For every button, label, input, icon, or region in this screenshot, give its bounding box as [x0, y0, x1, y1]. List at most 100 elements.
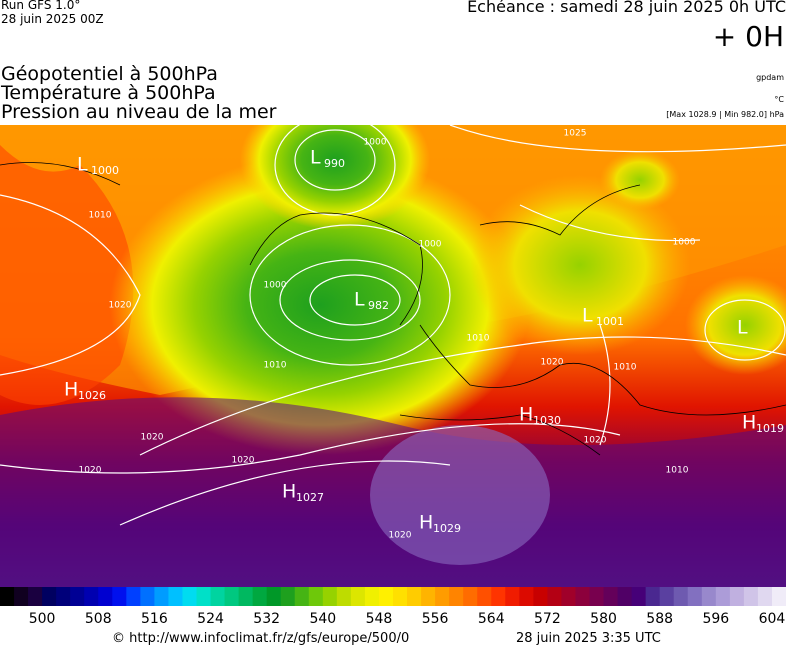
legend-swatch [266, 587, 282, 606]
legend-swatch [407, 587, 422, 606]
legend-tick-label: 572 [534, 611, 561, 627]
issued: 28 juin 2025 3:35 UTC [516, 631, 661, 646]
center-value: 982 [368, 299, 389, 312]
legend-tick-label: 540 [309, 611, 336, 627]
field [600, 150, 680, 210]
layer: Géopotentiel à 500hPa [1, 63, 218, 85]
center-value: 1019 [756, 422, 784, 435]
legend-swatch [84, 587, 99, 606]
legend-swatch [336, 587, 352, 606]
legend-swatch [715, 587, 731, 606]
legend-swatch [449, 587, 464, 606]
center-type: L [310, 147, 321, 169]
legend-swatch [210, 587, 226, 606]
legend-swatch [757, 587, 773, 606]
field [240, 125, 430, 230]
legend-swatch [140, 587, 155, 606]
center-value: 1000 [91, 164, 119, 177]
legend-swatch [364, 587, 380, 606]
legend-swatch [589, 587, 605, 606]
center-value: 1026 [78, 389, 106, 402]
legend-swatch [196, 587, 212, 606]
center-type: H [419, 512, 433, 534]
legend-swatch [743, 587, 759, 606]
legend-swatch [659, 587, 675, 606]
legend-swatch [729, 587, 745, 606]
isobar-label: 1020 [389, 531, 412, 541]
legend-swatch [505, 587, 520, 606]
legend-tick-label: 588 [646, 611, 673, 627]
center-value: 1029 [433, 522, 461, 535]
isobar-label: 1000 [673, 238, 696, 248]
field [470, 175, 690, 355]
legend-swatch [673, 587, 689, 606]
legend-swatch [435, 587, 450, 606]
isobar-label: 1010 [614, 363, 637, 373]
isobar-label: 1010 [264, 361, 287, 371]
center-value: 990 [324, 157, 345, 170]
isobar-label: 1020 [109, 301, 132, 311]
source: © http://www.infoclimat.fr/z/gfs/europe/… [112, 631, 410, 646]
run: Run GFS 1.0° [1, 0, 81, 12]
legend-swatch [421, 587, 436, 606]
isobar-label: 1000 [419, 240, 442, 250]
legend-swatch [42, 587, 57, 606]
legend-swatch [0, 587, 15, 606]
legend-swatch [294, 587, 310, 606]
legend-swatch [519, 587, 534, 606]
legend-swatch [547, 587, 562, 606]
legend-swatch [112, 587, 127, 606]
unit: [Max 1028.9 | Min 982.0] hPa [666, 110, 784, 119]
center-type: H [519, 404, 533, 426]
legend: 500 508 516 524 532 540 548 556 564 572 580 588 596 6… [0, 587, 786, 627]
legend-swatch [182, 587, 197, 606]
isobar-label: 1020 [79, 466, 102, 476]
center-type: L [582, 305, 593, 327]
legend-swatch [238, 587, 254, 606]
legend-swatch [14, 587, 29, 606]
center-type: L [737, 317, 748, 339]
isobar-label: 1020 [541, 358, 564, 368]
isobar-label: 1010 [467, 334, 490, 344]
legend-swatch [561, 587, 576, 606]
isobar-label: 1010 [666, 466, 689, 476]
legend-swatch [463, 587, 478, 606]
legend-tick-label: 532 [253, 611, 280, 627]
legend-swatch [98, 587, 113, 606]
legend-swatch [477, 587, 492, 606]
legend-tick-label: 604 [759, 611, 786, 627]
layer: Température à 500hPa [1, 82, 216, 104]
unit: °C [774, 95, 784, 104]
center-value: 1001 [596, 315, 624, 328]
legend-swatch [252, 587, 268, 606]
legend-swatch [631, 587, 647, 606]
center-type: L [77, 154, 88, 176]
isobar-label: 1000 [264, 281, 287, 291]
isobar-label: 1020 [232, 456, 255, 466]
field [0, 145, 134, 405]
isobar-label: 1020 [141, 433, 164, 443]
legend-swatch [645, 587, 661, 606]
legend-swatch [308, 587, 324, 606]
isobars [0, 125, 786, 526]
legend-swatch [617, 587, 633, 606]
legend-swatch [701, 587, 717, 606]
center-type: L [354, 289, 365, 311]
unit: gpdam [756, 73, 784, 82]
isobar-label: 1010 [89, 211, 112, 221]
legend-swatch [154, 587, 169, 606]
legend-tick-label: 580 [590, 611, 617, 627]
legend-swatch [350, 587, 366, 606]
legend-swatch [603, 587, 619, 606]
legend-tick-label: 500 [29, 611, 56, 627]
field [110, 155, 530, 455]
isobar-label: 1000 [364, 138, 387, 148]
legend-tick-label: 524 [197, 611, 224, 627]
forecast: Echéance : samedi 28 juin 2025 0h UTC [467, 0, 786, 16]
field [370, 425, 550, 565]
layer: Pression au niveau de la mer [1, 101, 277, 123]
legend-swatch [575, 587, 590, 606]
center-type: H [64, 379, 78, 401]
legend-tick-label: 564 [478, 611, 505, 627]
